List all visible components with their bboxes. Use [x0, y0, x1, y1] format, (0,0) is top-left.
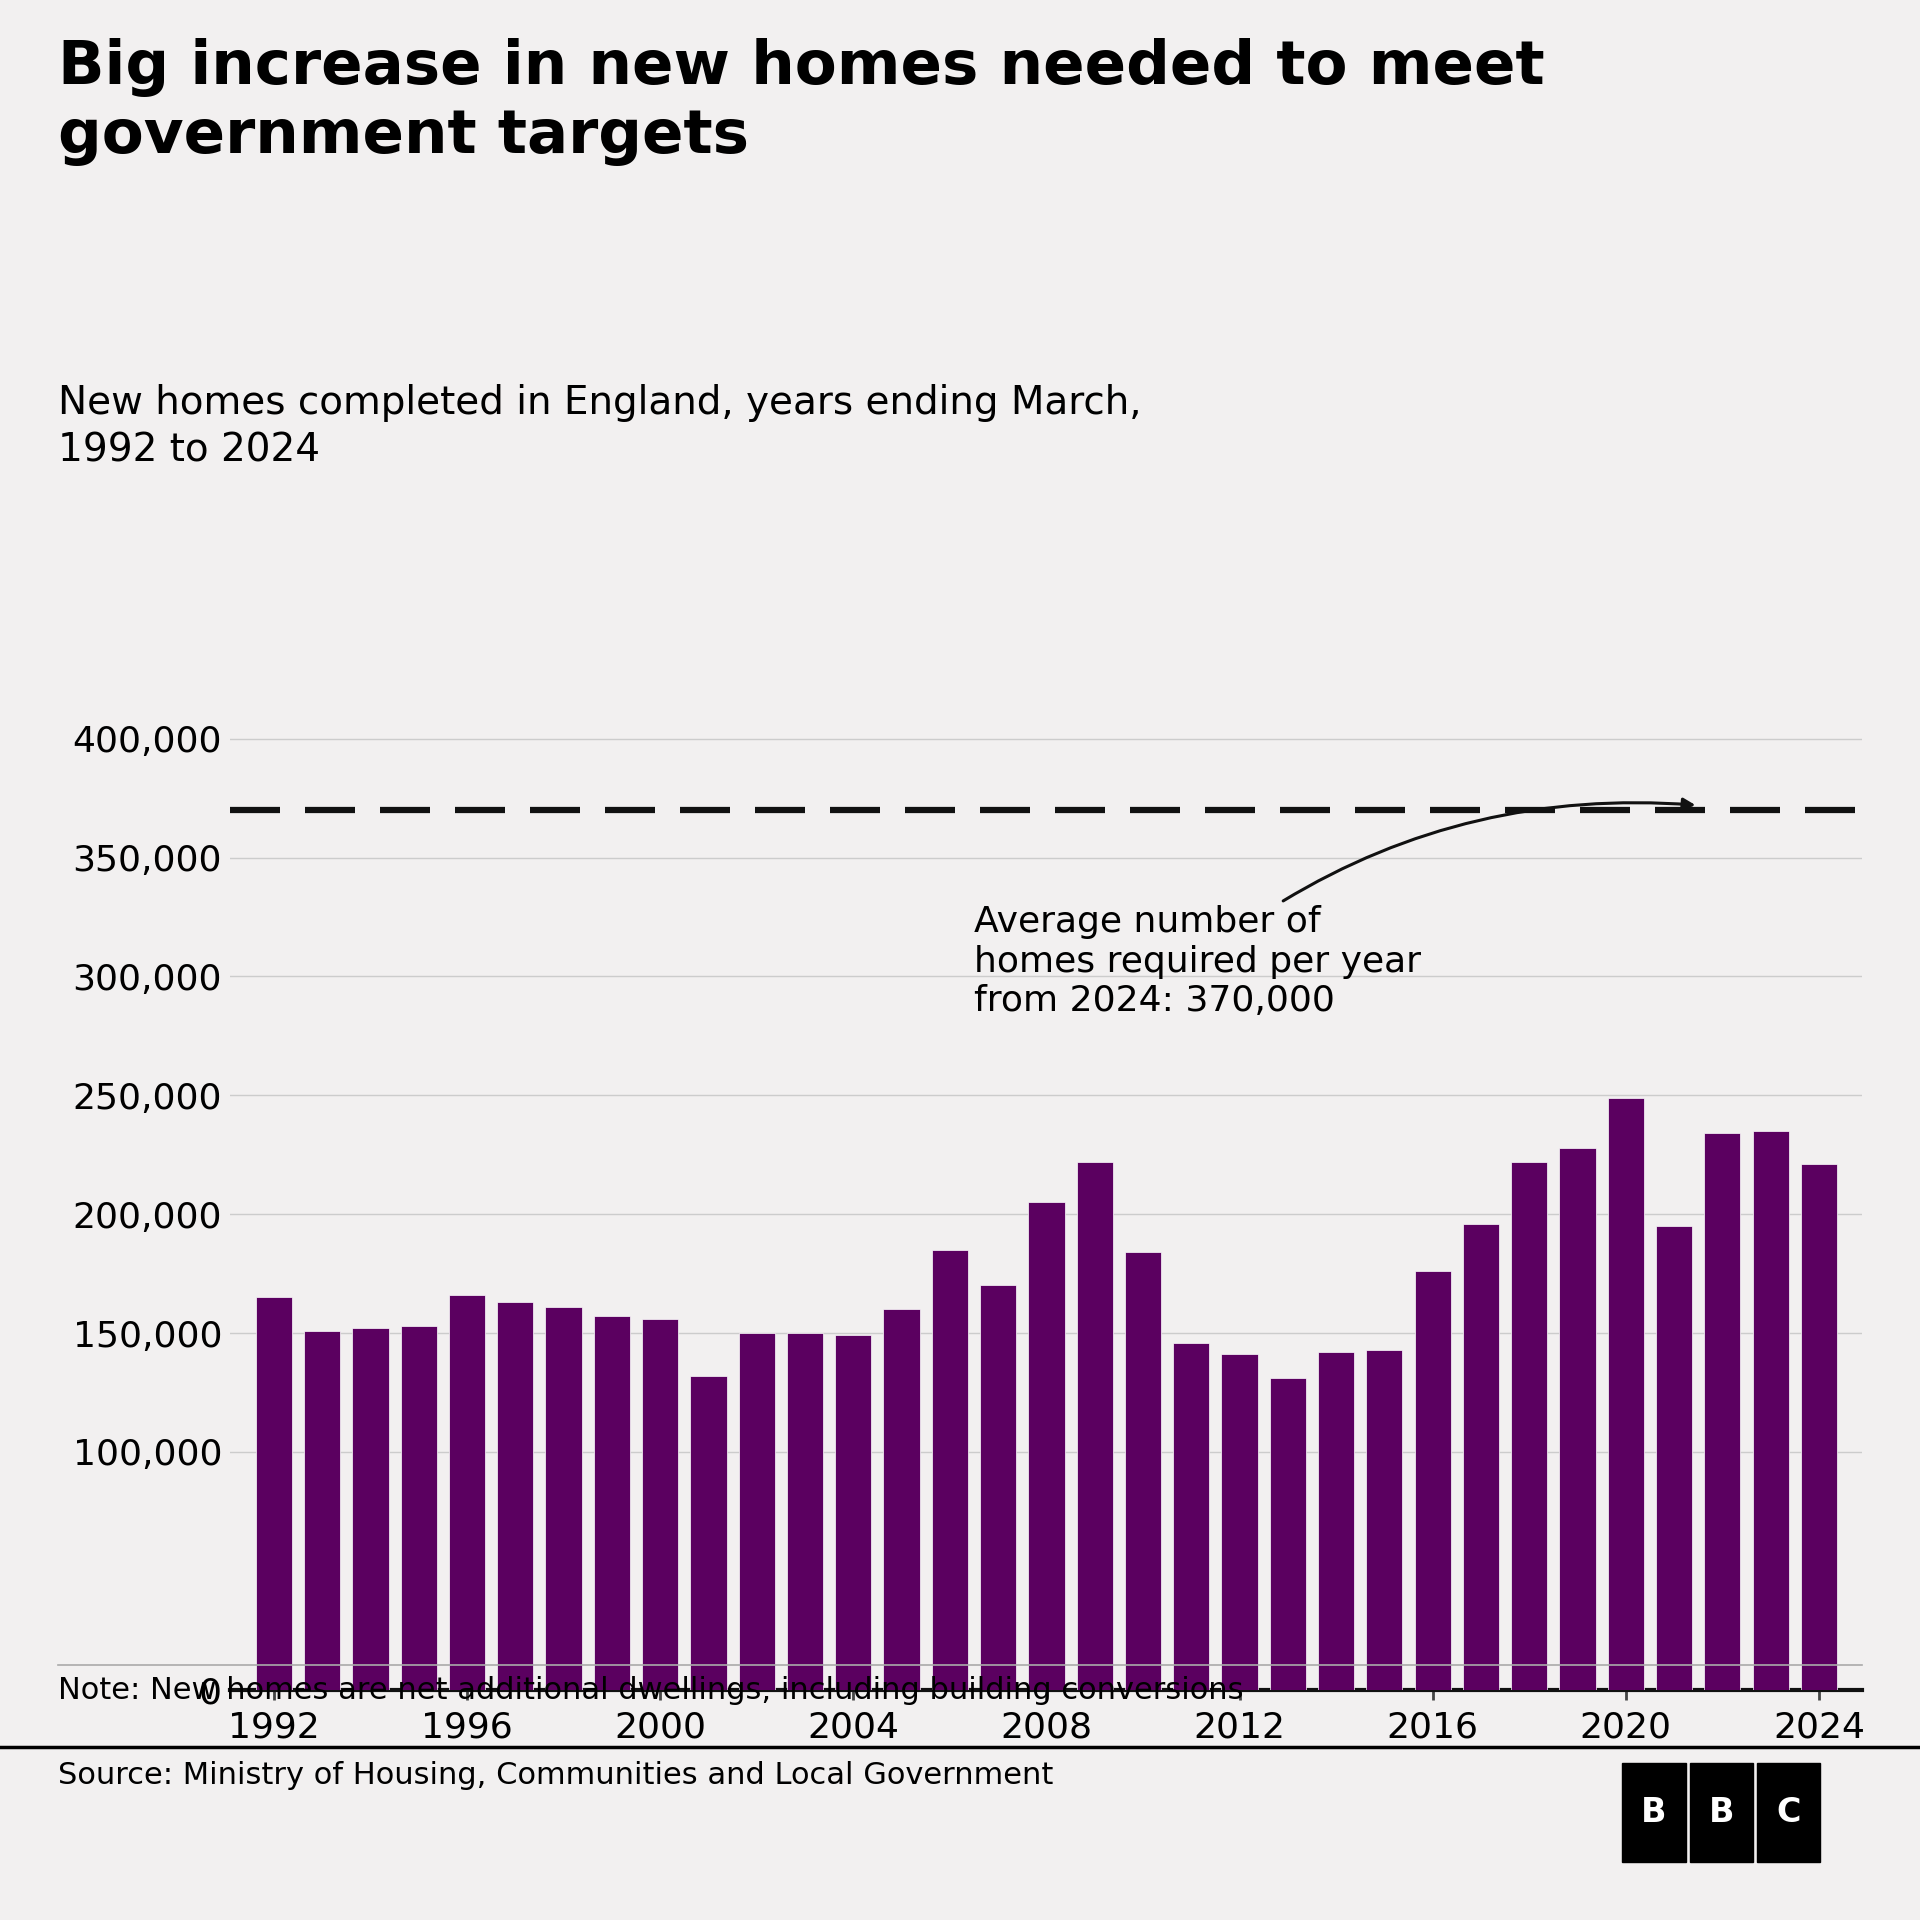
- Bar: [593, 1317, 630, 1690]
- Bar: [351, 1329, 388, 1690]
- Bar: [1559, 1148, 1596, 1690]
- Bar: [497, 1302, 534, 1690]
- Bar: [787, 1332, 824, 1690]
- Text: B: B: [1642, 1795, 1667, 1830]
- Text: Big increase in new homes needed to meet
government targets: Big increase in new homes needed to meet…: [58, 38, 1544, 165]
- Bar: [1077, 1162, 1114, 1690]
- Bar: [1607, 1098, 1644, 1690]
- Bar: [1511, 1162, 1548, 1690]
- Bar: [1317, 1352, 1354, 1690]
- Bar: [1029, 1202, 1064, 1690]
- Bar: [303, 1331, 340, 1690]
- Text: Average number of
homes required per year
from 2024: 370,000: Average number of homes required per yea…: [973, 799, 1692, 1018]
- Bar: [739, 1332, 776, 1690]
- Text: Note: New homes are net additional dwellings, including building conversions: Note: New homes are net additional dwell…: [58, 1676, 1242, 1705]
- Bar: [1655, 1227, 1692, 1690]
- Bar: [1801, 1164, 1837, 1690]
- Bar: [449, 1294, 486, 1690]
- Bar: [1269, 1379, 1306, 1690]
- Bar: [691, 1377, 726, 1690]
- Bar: [1173, 1342, 1210, 1690]
- Bar: [1367, 1350, 1402, 1690]
- Bar: [835, 1336, 872, 1690]
- Bar: [931, 1250, 968, 1690]
- Text: B: B: [1709, 1795, 1734, 1830]
- Bar: [979, 1286, 1016, 1690]
- Bar: [1463, 1223, 1500, 1690]
- Text: C: C: [1776, 1795, 1801, 1830]
- Bar: [545, 1308, 582, 1690]
- Bar: [1415, 1271, 1452, 1690]
- Text: Source: Ministry of Housing, Communities and Local Government: Source: Ministry of Housing, Communities…: [58, 1761, 1052, 1789]
- Bar: [1753, 1131, 1789, 1690]
- Bar: [641, 1319, 678, 1690]
- Text: New homes completed in England, years ending March,
1992 to 2024: New homes completed in England, years en…: [58, 384, 1140, 468]
- Bar: [1125, 1252, 1162, 1690]
- Bar: [1221, 1354, 1258, 1690]
- Bar: [1705, 1133, 1741, 1690]
- Bar: [255, 1298, 292, 1690]
- Bar: [883, 1309, 920, 1690]
- Bar: [401, 1327, 438, 1690]
